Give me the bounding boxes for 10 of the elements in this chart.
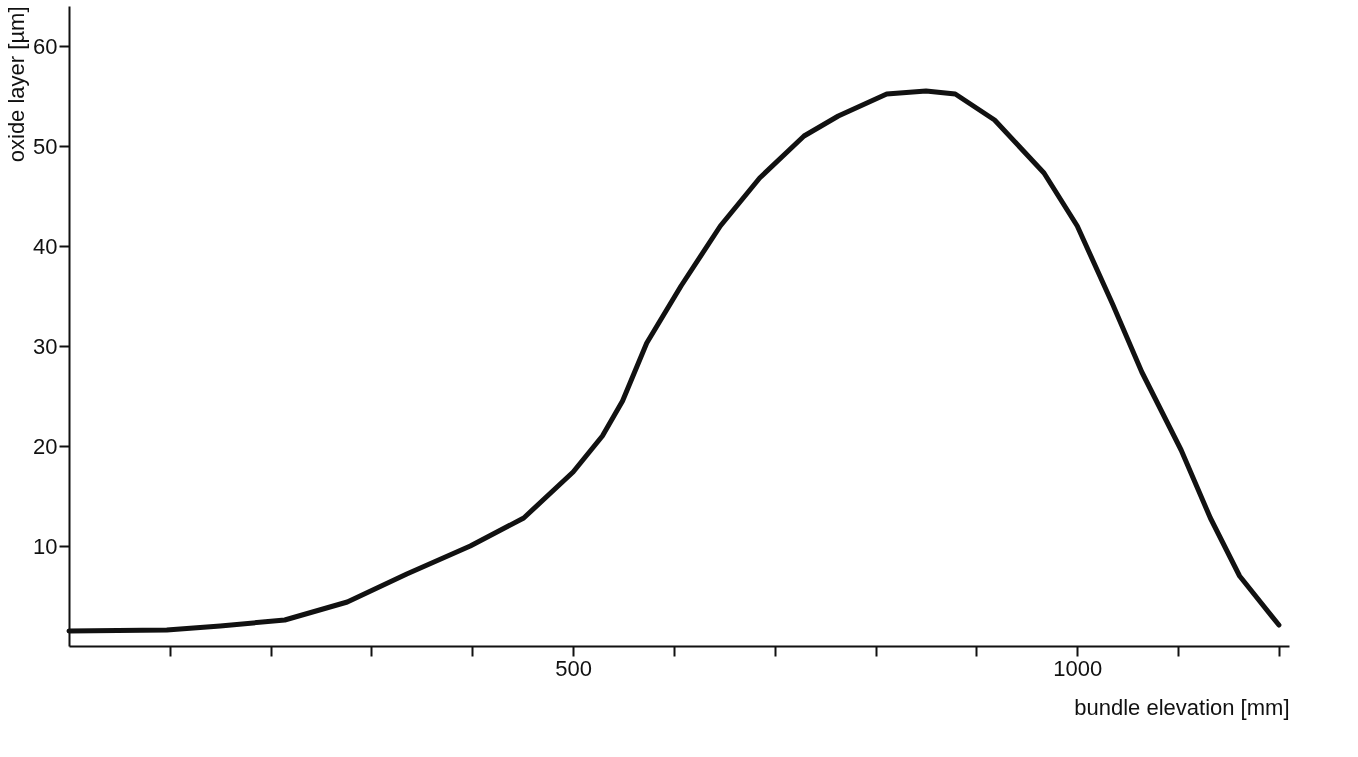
- y-tick-label: 30: [33, 333, 58, 359]
- y-tick-label: 20: [33, 433, 58, 459]
- y-tick-label: 50: [33, 133, 58, 159]
- y-tick-label: 40: [33, 233, 58, 259]
- x-axis-title: bundle elevation [mm]: [1074, 694, 1290, 720]
- x-tick-label: 1000: [1053, 655, 1103, 681]
- y-tick-label: 10: [33, 533, 58, 559]
- y-tick-label: 60: [33, 33, 58, 59]
- y-axis-title: oxide layer [µm]: [4, 6, 30, 163]
- x-tick-label: 500: [555, 655, 592, 681]
